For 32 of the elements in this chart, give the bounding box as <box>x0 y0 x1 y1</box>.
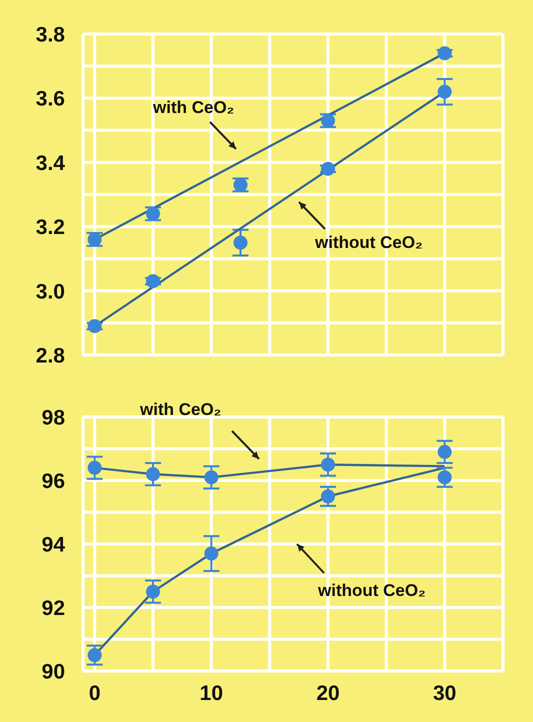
point <box>204 470 218 484</box>
x-tick-label: 10 <box>200 682 224 705</box>
x-tick-label: 0 <box>88 682 101 705</box>
y-tick-label: 3.2 <box>36 216 65 240</box>
point <box>321 489 335 504</box>
point <box>88 460 102 475</box>
y-tick-label: 3.0 <box>36 280 65 304</box>
point <box>438 46 452 60</box>
y-tick-label: 3.8 <box>36 23 66 46</box>
point <box>321 162 335 176</box>
y-tick-label: 98 <box>42 406 66 430</box>
point <box>146 467 160 482</box>
x-tick-label: 30 <box>432 682 456 705</box>
x-tick-label: 20 <box>316 682 340 705</box>
y-tick-label: 90 <box>42 660 65 684</box>
point <box>146 584 160 599</box>
point <box>438 470 452 484</box>
y-tick-label: 96 <box>42 470 65 493</box>
annotation: with CeO₂ <box>140 400 222 420</box>
point <box>234 236 248 250</box>
y-tick-label: 94 <box>42 533 66 556</box>
point <box>88 648 102 662</box>
point <box>438 444 452 459</box>
y-tick-label: 2.8 <box>36 344 66 368</box>
y-tick-label: 3.6 <box>36 88 65 111</box>
point <box>438 84 452 99</box>
y-tick-label: 3.4 <box>36 152 66 175</box>
point <box>146 274 160 288</box>
point <box>321 458 335 472</box>
point <box>88 319 102 334</box>
point <box>204 546 218 561</box>
y-tick-label: 92 <box>42 596 65 620</box>
